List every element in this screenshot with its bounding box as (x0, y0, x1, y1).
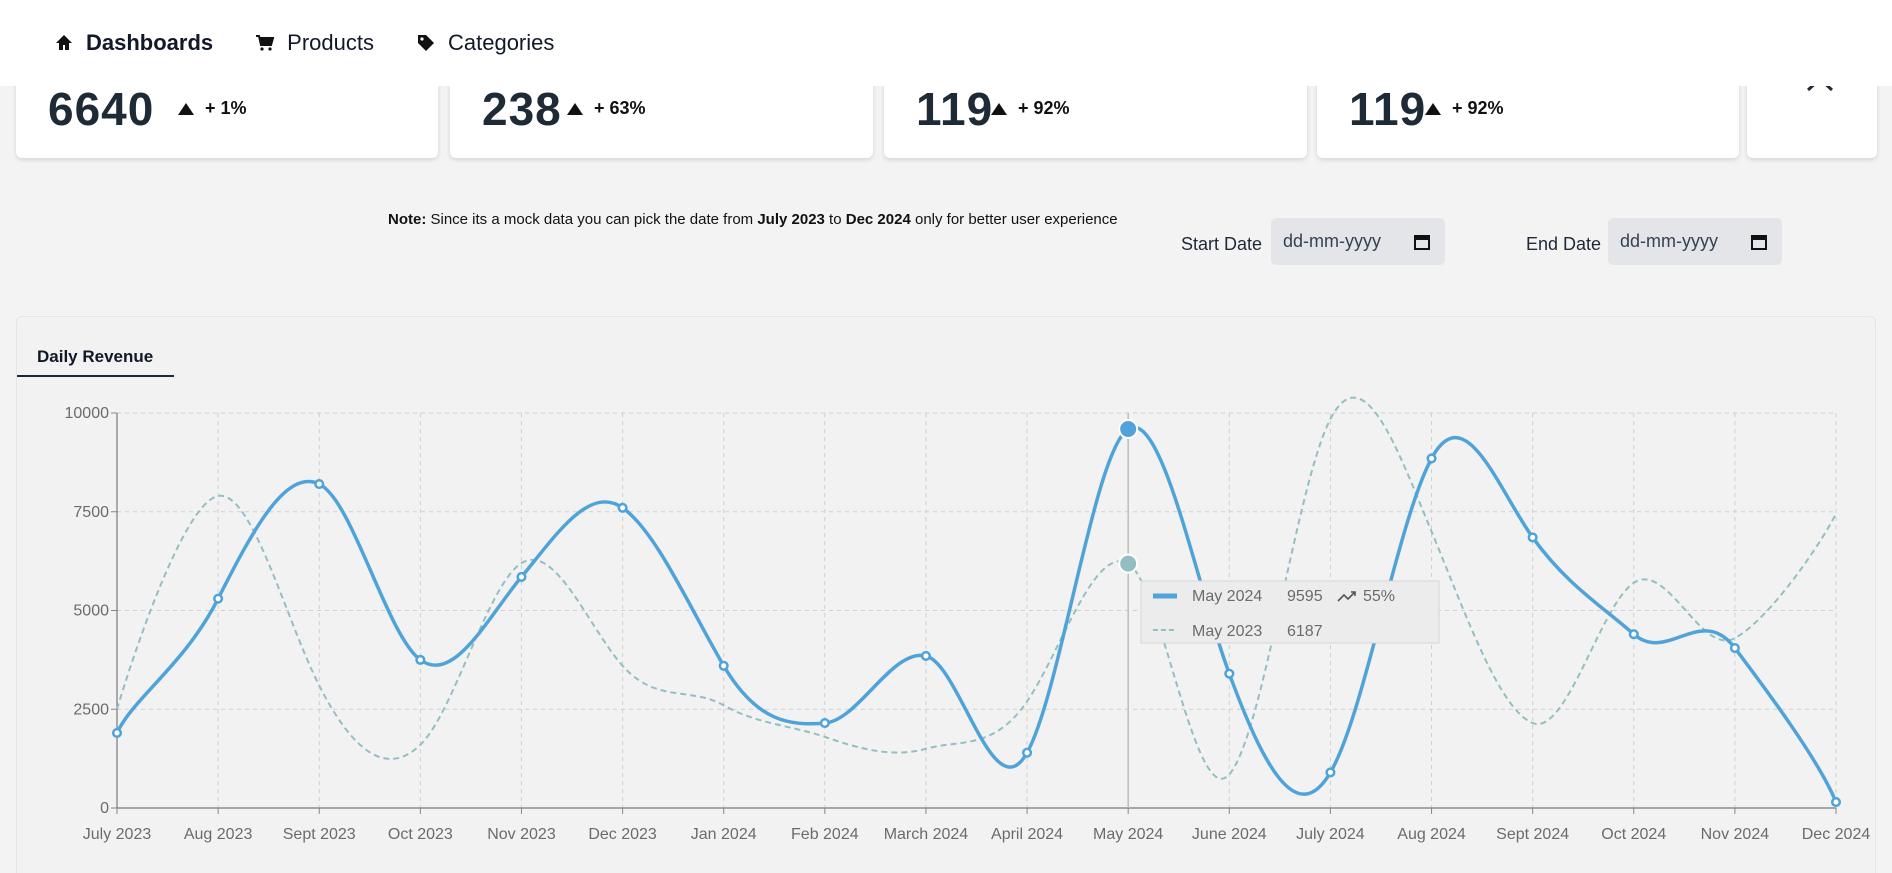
data-point (111, 727, 123, 739)
data-point (1830, 797, 1842, 808)
home-icon (56, 35, 72, 50)
revenue-panel: Daily Revenue (16, 316, 1876, 873)
data-point (1022, 747, 1033, 758)
tag-icon (417, 35, 434, 51)
x-tick-label: Dec 2024 (1802, 826, 1871, 843)
y-tick-label: 7500 (73, 504, 109, 521)
data-point (617, 502, 628, 513)
tooltip-label: May 2024 (1192, 588, 1262, 605)
x-tick-label: Sept 2024 (1496, 826, 1569, 843)
stat-value: 119 (916, 83, 994, 135)
x-tick-label: Nov 2023 (487, 826, 556, 843)
stat-delta-text: + 92% (1452, 98, 1504, 118)
y-tick-label: 5000 (73, 603, 109, 620)
tooltip-value: 9595 (1287, 588, 1323, 605)
start-date-input[interactable]: dd-mm-yyyy (1271, 218, 1445, 265)
data-point (920, 650, 931, 661)
data-point (1527, 532, 1538, 543)
stat-delta: + 92% (1424, 98, 1504, 119)
data-point (213, 593, 224, 604)
data-point (1224, 668, 1235, 679)
data-point (1426, 453, 1437, 464)
nav-products[interactable]: Products (255, 30, 374, 56)
tab-underline (17, 375, 174, 377)
end-date-input[interactable]: dd-mm-yyyy (1608, 218, 1782, 265)
data-point (516, 571, 527, 582)
note-to-date: Dec 2024 (845, 211, 911, 228)
note-from-date: July 2023 (757, 211, 825, 228)
arrow-up-icon (1425, 102, 1441, 115)
y-tick-label: 0 (100, 800, 109, 817)
stat-delta: + 63% (566, 98, 646, 119)
x-tick-label: April 2024 (991, 826, 1063, 843)
cart-icon (256, 35, 275, 51)
arrow-up-icon (991, 102, 1007, 115)
data-point (819, 718, 830, 729)
stat-delta: + 1% (177, 98, 247, 119)
note-prefix: Note: (388, 211, 427, 228)
nav-categories[interactable]: Categories (416, 30, 554, 56)
stat-delta-text: + 92% (1018, 98, 1070, 118)
arrow-up-icon (567, 102, 583, 115)
stat-value: 119 (1349, 83, 1427, 135)
date-note: Note: Since its a mock data you can pick… (388, 211, 1118, 228)
stat-value: 6640 (48, 83, 155, 135)
note-text: to (824, 211, 846, 228)
x-tick-label: Jan 2024 (691, 826, 757, 843)
x-tick-label: March 2024 (884, 826, 969, 843)
data-point (314, 479, 325, 490)
chart-tooltip (1140, 580, 1440, 644)
note-text: only for better user experience (910, 211, 1118, 228)
data-point (1729, 642, 1740, 654)
start-date-placeholder: dd-mm-yyyy (1283, 231, 1381, 251)
stat-delta: + 92% (990, 98, 1070, 119)
data-point (1628, 629, 1639, 640)
top-navigation: Dashboards Products Categories (0, 0, 1892, 86)
tooltip-label: May 2023 (1192, 623, 1262, 640)
tooltip-value: 6187 (1287, 623, 1323, 640)
nav-products-label: Products (287, 30, 374, 55)
data-point (1325, 767, 1336, 778)
x-tick-label: July 2024 (1296, 826, 1365, 843)
x-tick-label: Aug 2023 (184, 826, 253, 843)
x-tick-label: Aug 2024 (1397, 826, 1466, 843)
data-point (415, 654, 426, 665)
x-tick-label: Sept 2023 (283, 826, 356, 843)
x-tick-label: Nov 2024 (1701, 826, 1770, 843)
x-tick-label: Feb 2024 (791, 826, 859, 843)
start-date-label: Start Date (1181, 234, 1263, 254)
x-tick-label: Dec 2023 (588, 826, 657, 843)
arrow-up-icon (178, 102, 194, 115)
series-line-current (115, 425, 1838, 803)
tooltip-change: 55% (1363, 588, 1395, 605)
x-tick-label: May 2024 (1093, 826, 1163, 843)
trending-up-icon (1337, 591, 1356, 602)
x-tick-label: July 2023 (83, 826, 152, 843)
end-date-placeholder: dd-mm-yyyy (1620, 231, 1718, 251)
active-point-current (1118, 418, 1139, 439)
nav-dashboards[interactable]: Dashboards (54, 30, 213, 56)
stat-value: 238 (482, 83, 562, 135)
nav-categories-label: Categories (447, 30, 555, 55)
y-tick-label: 2500 (73, 701, 109, 718)
calendar-icon[interactable] (1413, 233, 1431, 251)
x-tick-label: June 2024 (1192, 826, 1267, 843)
series-line-previous (116, 396, 1837, 780)
note-text: Since its a mock data you can pick the d… (426, 211, 758, 228)
x-tick-label: Oct 2023 (388, 826, 453, 843)
data-point (718, 660, 729, 671)
stat-delta-text: + 63% (594, 98, 646, 118)
tab-daily-revenue[interactable]: Daily Revenue (37, 347, 154, 366)
active-point-previous (1118, 553, 1139, 574)
end-date-label: End Date (1526, 234, 1602, 254)
nav-dashboards-label: Dashboards (86, 30, 214, 55)
x-tick-label: Oct 2024 (1601, 826, 1666, 843)
stat-delta-text: + 1% (205, 98, 247, 118)
calendar-icon[interactable] (1750, 233, 1768, 251)
y-tick-label: 10000 (65, 405, 110, 422)
